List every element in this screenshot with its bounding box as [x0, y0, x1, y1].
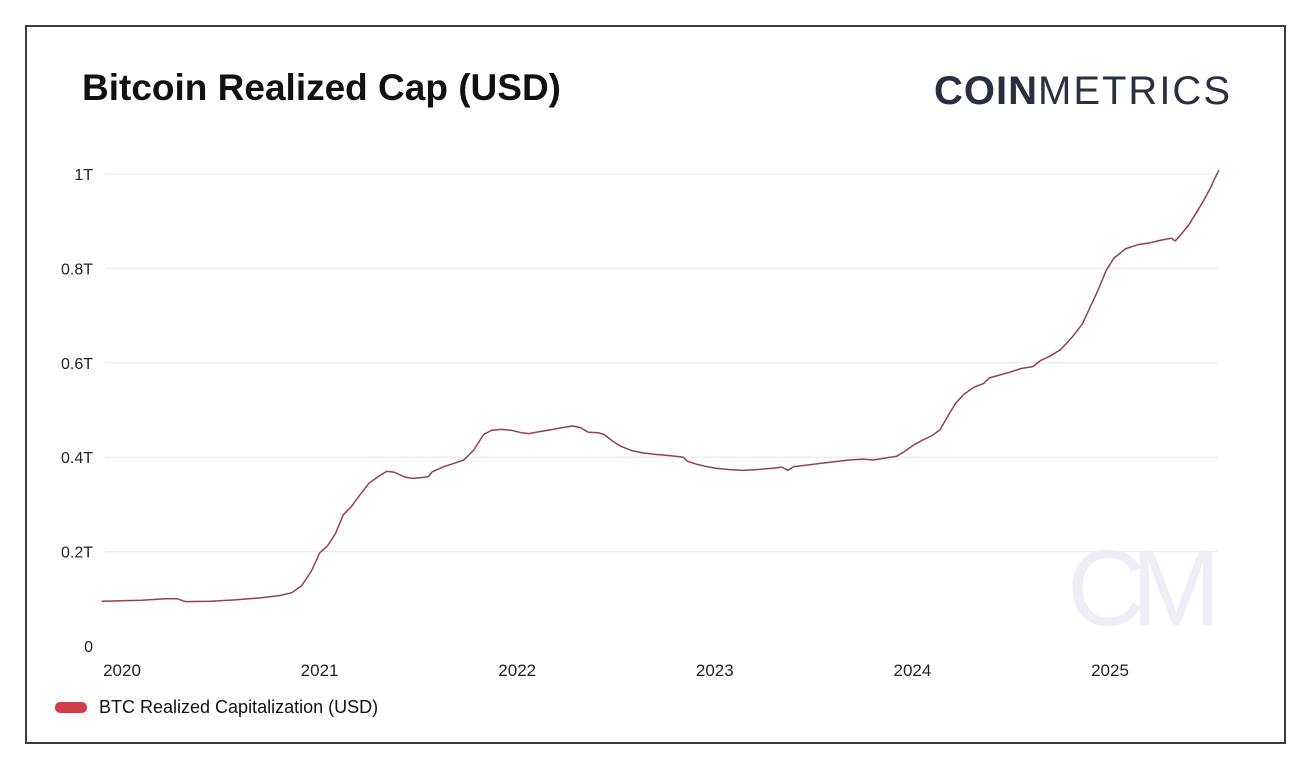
x-tick-label: 2022 — [498, 661, 536, 680]
x-tick-label: 2023 — [696, 661, 734, 680]
y-tick-label: 0.6T — [61, 356, 93, 373]
x-tick-label: 2021 — [301, 661, 339, 680]
y-tick-label: 0 — [84, 639, 93, 656]
chart-title: Bitcoin Realized Cap (USD) — [82, 67, 561, 108]
x-tick-label: 2025 — [1091, 661, 1129, 680]
logo-text-coin: COIN — [934, 69, 1038, 113]
y-tick-label: 0.4T — [61, 450, 93, 467]
coinmetrics-logo: COINMETRICS — [934, 69, 1232, 114]
btc-realized-cap-line — [101, 169, 1220, 603]
series-line — [101, 169, 1220, 603]
y-tick-label: 1T — [74, 167, 93, 184]
legend: BTC Realized Capitalization (USD) — [55, 697, 378, 718]
legend-label: BTC Realized Capitalization (USD) — [99, 697, 379, 717]
x-tick-label: 2020 — [103, 661, 141, 680]
cm-watermark-icon: CM — [1067, 527, 1221, 648]
y-axis-labels: 0 0.2T 0.4T 0.6T 0.8T 1T — [61, 167, 93, 656]
legend-swatch-icon — [55, 702, 87, 713]
x-axis-labels: 2020 2021 2022 2023 2024 2025 — [103, 661, 1129, 680]
chart-frame: Bitcoin Realized Cap (USD) COINMETRICS C… — [25, 25, 1286, 744]
gridlines — [105, 173, 1218, 553]
y-tick-label: 0.8T — [61, 261, 93, 278]
logo-text-metrics: METRICS — [1038, 69, 1232, 113]
x-tick-label: 2024 — [893, 661, 931, 680]
y-tick-label: 0.2T — [61, 545, 93, 562]
